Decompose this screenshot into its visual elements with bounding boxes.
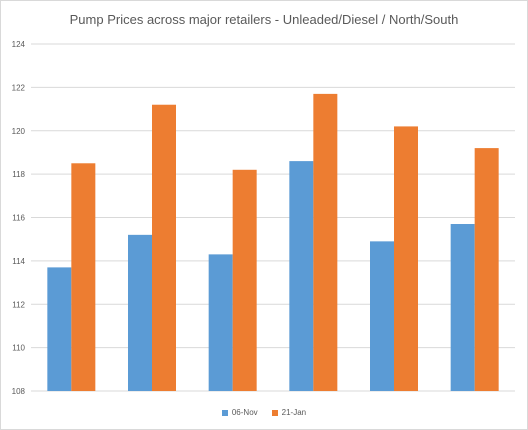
- bar-series-1: [370, 241, 394, 391]
- y-tick-label: 110: [12, 344, 25, 353]
- legend: 06-Nov 21-Jan: [1, 408, 527, 417]
- bar-series-1: [450, 224, 475, 391]
- y-tick-label: 118: [12, 170, 25, 179]
- y-tick-label: 114: [12, 257, 25, 266]
- y-tick-label: 116: [12, 214, 25, 223]
- y-tick-label: 124: [12, 40, 26, 49]
- bar-series-2: [71, 163, 96, 391]
- legend-swatch-series-1: [221, 409, 228, 416]
- y-tick-label: 122: [12, 83, 26, 92]
- y-tick-label: 108: [12, 387, 26, 396]
- y-tick-label: 112: [12, 300, 25, 309]
- legend-label-series-2: 21-Jan: [281, 408, 307, 417]
- y-tick-label: 120: [12, 127, 26, 136]
- bar-series-1: [128, 234, 152, 391]
- bar-series-1: [47, 267, 72, 391]
- chart-title: Pump Prices across major retailers - Unl…: [69, 12, 459, 27]
- bar-series-2: [152, 104, 176, 391]
- bar-series-2: [313, 93, 338, 391]
- legend-item-series-1: 06-Nov: [221, 408, 258, 417]
- bar-series-2: [394, 126, 418, 391]
- bar-series-2: [232, 169, 257, 391]
- legend-item-series-2: 21-Jan: [271, 408, 307, 417]
- bar-series-1: [208, 254, 233, 391]
- bar-series-1: [289, 161, 314, 391]
- bar-series-2: [474, 148, 499, 391]
- legend-label-series-1: 06-Nov: [231, 408, 258, 417]
- legend-swatch-series-2: [271, 409, 278, 416]
